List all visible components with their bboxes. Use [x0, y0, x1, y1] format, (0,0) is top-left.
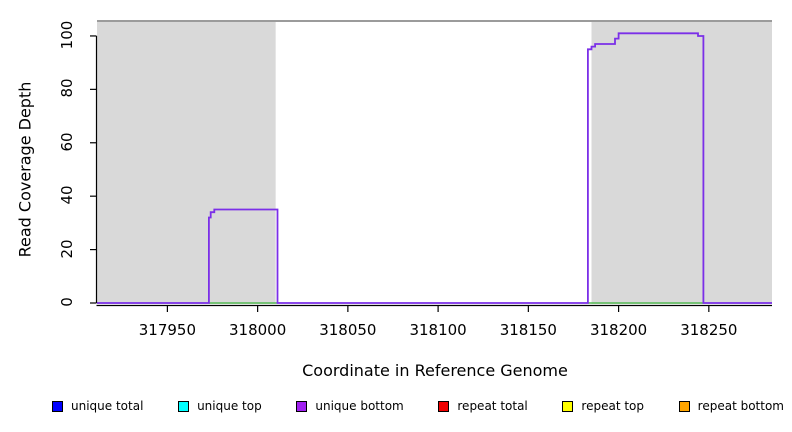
legend-swatch-icon	[438, 400, 450, 412]
legend-label: repeat bottom	[697, 399, 784, 413]
legend-swatch-icon	[678, 400, 690, 412]
x-tick-label: 318100	[409, 321, 467, 339]
legend-item-unique-top: unique top	[178, 399, 262, 413]
legend-label: repeat top	[581, 399, 645, 413]
x-tick-label: 318150	[499, 321, 557, 339]
legend-item-unique-bottom: unique bottom	[296, 399, 404, 413]
legend: unique total unique top unique bottom repea…	[52, 399, 784, 413]
y-tick-label: 100	[58, 20, 76, 50]
x-tick-label: 318250	[680, 321, 738, 339]
masked-region	[591, 21, 772, 304]
legend-item-repeat-top: repeat top	[562, 399, 644, 413]
y-tick-label: 20	[58, 239, 76, 259]
x-tick-label: 317950	[138, 321, 196, 339]
masked-region	[97, 21, 276, 304]
legend-label: repeat total	[457, 399, 528, 413]
legend-swatch-icon	[562, 400, 574, 412]
legend-item-repeat-bottom: repeat bottom	[678, 399, 784, 413]
x-tick-label: 318000	[228, 321, 287, 339]
legend-item-repeat-total: repeat total	[438, 399, 528, 413]
y-tick-label: 80	[58, 78, 76, 98]
legend-swatch-icon	[178, 400, 190, 412]
coverage-line	[97, 32, 772, 304]
legend-item-unique-total: unique total	[52, 399, 143, 413]
y-axis-title: Read Coverage Depth	[15, 81, 35, 258]
y-tick-label: 0	[58, 297, 76, 307]
legend-label: unique total	[71, 399, 144, 413]
legend-swatch-icon	[52, 400, 63, 412]
legend-swatch-icon	[296, 400, 308, 412]
legend-label: unique top	[197, 399, 262, 413]
y-tick-label: 60	[58, 132, 76, 152]
x-tick-label: 318050	[319, 321, 377, 339]
y-tick-label: 40	[58, 185, 76, 205]
legend-label: unique bottom	[315, 399, 404, 413]
x-axis-title: Coordinate in Reference Genome	[302, 361, 568, 380]
x-tick-label: 318200	[589, 321, 648, 339]
